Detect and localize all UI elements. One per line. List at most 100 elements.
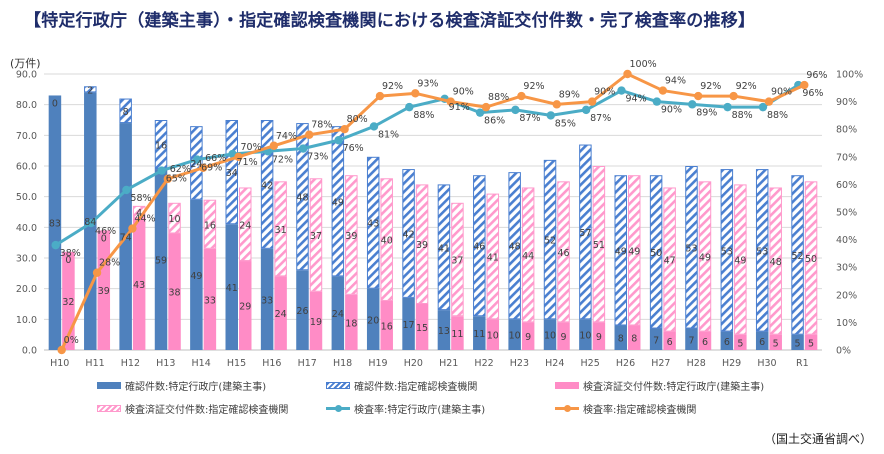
- rate-label: 44%: [134, 214, 155, 225]
- line-rate-designated-marker: [163, 174, 172, 184]
- data-label: 11: [451, 329, 463, 340]
- data-label: 10: [487, 331, 499, 342]
- data-label: 51: [593, 240, 605, 251]
- data-label: 41: [438, 243, 450, 254]
- data-label: 8: [123, 107, 129, 118]
- bar-confirm-gov: [260, 248, 274, 350]
- bar-confirm-designated: [402, 169, 415, 298]
- data-label: 49: [628, 246, 640, 257]
- x-tick-label: H22: [474, 358, 493, 369]
- rate-label: 78%: [311, 120, 332, 131]
- bar-confirm-designated: [508, 172, 521, 320]
- line-rate-designated-marker: [57, 345, 66, 355]
- data-label: 53: [756, 246, 768, 257]
- bar-confirm-designated: [649, 175, 663, 329]
- y-axis-unit-label: (万件): [10, 57, 41, 70]
- bar-confirm-designated: [260, 120, 274, 249]
- data-label: 10: [544, 331, 556, 342]
- rate-label: 94%: [665, 76, 686, 87]
- x-tick-label: R1: [796, 358, 809, 369]
- data-label: 39: [345, 231, 357, 242]
- rate-label: 91%: [449, 102, 470, 113]
- data-label: 5: [773, 338, 779, 349]
- rate-label: 81%: [378, 129, 399, 140]
- bar-confirm-gov: [402, 297, 415, 350]
- rate-label: 92%: [736, 81, 757, 92]
- y2-tick-label: 10%: [836, 318, 857, 329]
- bar-inspect-gov: [663, 331, 676, 350]
- line-rate-gov-marker: [475, 108, 485, 117]
- data-label: 13: [438, 326, 450, 337]
- rate-label: 90%: [594, 87, 615, 98]
- line-rate-designated-marker: [623, 69, 632, 79]
- line-rate-gov-marker: [511, 105, 520, 115]
- rate-label: 76%: [343, 143, 364, 154]
- bar-confirm-gov: [296, 270, 309, 350]
- data-label: 59: [155, 256, 167, 267]
- rate-label: 58%: [130, 193, 151, 204]
- bar-inspect-designated: [628, 175, 641, 326]
- bar-inspect-designated: [592, 166, 606, 323]
- bar-inspect-gov: [132, 218, 146, 350]
- line-rate-designated-marker: [658, 86, 668, 95]
- data-label: 53: [721, 246, 733, 257]
- bar-inspect-gov: [380, 300, 393, 350]
- legend-label: 確認件数:指定確認検査機関: [354, 382, 478, 393]
- x-tick-label: H18: [333, 358, 352, 369]
- y2-tick-label: 90%: [836, 97, 857, 108]
- data-label: 19: [310, 317, 322, 328]
- legend-swatch-line-teal: [326, 405, 350, 412]
- x-tick-label: H17: [298, 358, 317, 369]
- data-label: 43: [367, 219, 379, 230]
- y2-tick-label: 40%: [836, 235, 857, 246]
- data-label: 11: [473, 329, 485, 340]
- bar-inspect-gov: [451, 316, 464, 350]
- y2-tick-label: 60%: [836, 180, 857, 191]
- line-rate-designated-marker: [446, 97, 455, 106]
- legend-label: 検査済証交付件数:特定行政庁(建築主事): [583, 382, 765, 393]
- rate-label: 94%: [626, 94, 647, 105]
- x-tick-label: H28: [687, 358, 706, 369]
- line-rate-designated-marker: [340, 125, 349, 134]
- data-label: 39: [98, 286, 110, 297]
- data-label: 43: [133, 280, 145, 291]
- legend-item-rate-gov: 検査率:特定行政庁(建築主事): [326, 401, 485, 416]
- bar-inspect-designated: [415, 184, 429, 304]
- bar-inspect-designated: [557, 181, 570, 323]
- y2-tick-label: 70%: [836, 152, 857, 163]
- rate-label: 90%: [453, 87, 474, 98]
- bar-confirm-gov: [225, 224, 238, 350]
- bar-confirm-gov: [614, 325, 627, 350]
- line-rate-designated-marker: [375, 91, 385, 101]
- data-label: 4: [136, 208, 142, 219]
- rate-label: 89%: [696, 107, 717, 118]
- line-rate-designated-marker: [234, 152, 243, 161]
- bar-confirm-gov: [720, 331, 734, 350]
- bar-inspect-designated: [698, 181, 712, 332]
- y2-tick-label: 50%: [836, 208, 857, 219]
- x-tick-label: H12: [121, 358, 140, 369]
- bar-inspect-gov: [557, 322, 570, 350]
- rate-label: 46%: [95, 226, 116, 237]
- legend-item-rate-designated: 検査率:指定確認検査機関: [555, 401, 696, 416]
- y2-tick-label: 20%: [836, 290, 857, 301]
- rate-label: 80%: [347, 114, 368, 125]
- bar-confirm-gov: [366, 288, 380, 350]
- bar-inspect-gov: [592, 322, 606, 350]
- data-label: 39: [416, 240, 428, 251]
- y-tick-label: 20.0: [16, 284, 37, 295]
- bar-inspect-designated: [380, 178, 393, 301]
- line-rate-designated-marker: [517, 91, 526, 101]
- data-label: 41: [226, 283, 238, 294]
- data-label: 26: [296, 306, 308, 317]
- line-rate-gov-marker: [86, 218, 96, 228]
- rate-label: 71%: [237, 157, 258, 168]
- line-rate-gov-marker: [122, 185, 131, 195]
- data-label: 44: [522, 251, 534, 262]
- x-tick-label: H24: [545, 358, 564, 369]
- data-label: 5: [808, 338, 814, 349]
- x-tick-label: H11: [85, 358, 104, 369]
- rate-label: 90%: [771, 87, 792, 98]
- data-label: 10: [509, 331, 521, 342]
- data-label: 2: [87, 85, 93, 96]
